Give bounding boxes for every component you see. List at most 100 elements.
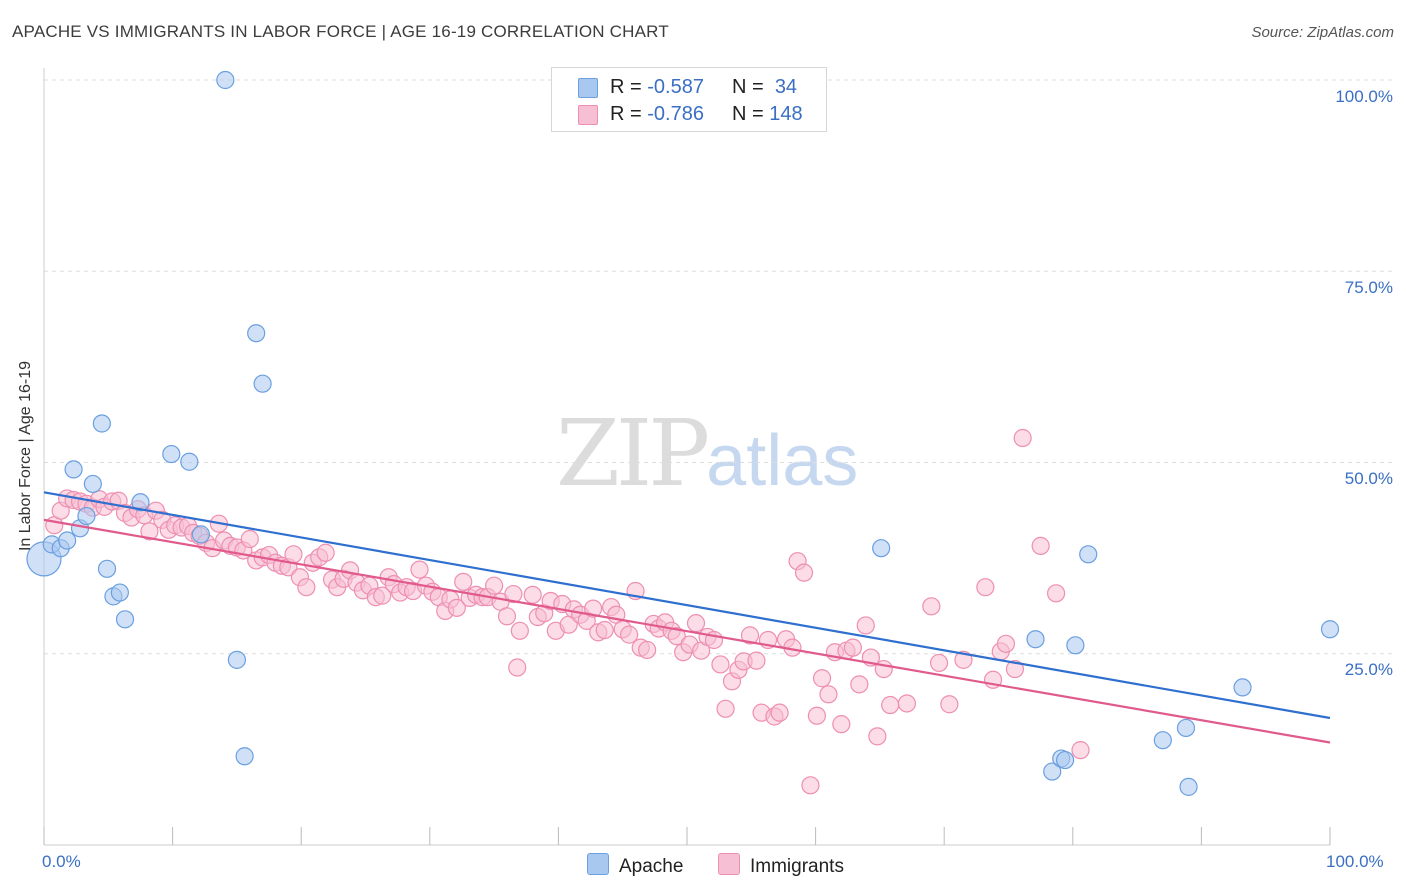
y-tick-label-100: 100.0% xyxy=(1335,87,1393,106)
apache-legend-icon xyxy=(587,853,609,875)
legend-r-apache: R = -0.587 xyxy=(610,76,704,98)
immigrants-trend-line xyxy=(43,518,1331,744)
apache-swatch xyxy=(578,78,598,98)
immigrants-point xyxy=(373,586,392,605)
immigrants-point xyxy=(819,685,838,704)
apache-point xyxy=(64,460,83,479)
apache-point xyxy=(1176,718,1196,738)
immigrants-point xyxy=(843,638,862,657)
immigrants-point xyxy=(832,715,851,734)
immigrants-point xyxy=(1013,428,1032,448)
correlation-legend: R = -0.587 N = 34 R = -0.786 N = 148 xyxy=(551,67,827,132)
immigrants-point xyxy=(976,578,995,597)
apache-point xyxy=(1066,636,1085,655)
immigrants-point xyxy=(510,621,529,640)
apache-point xyxy=(180,452,199,471)
immigrants-point xyxy=(523,585,542,604)
legend-row-immigrants: R = -0.786 N = 148 xyxy=(552,103,826,127)
immigrants-point xyxy=(240,529,259,549)
immigrants-point xyxy=(807,706,826,725)
immigrants-point xyxy=(711,655,730,674)
apache-point xyxy=(872,539,891,558)
immigrants-point xyxy=(485,576,504,595)
immigrants-point xyxy=(996,634,1016,653)
immigrants-point xyxy=(1031,536,1050,555)
apache-point xyxy=(247,324,266,343)
watermark-atlas: atlas xyxy=(706,421,859,501)
immigrants-point xyxy=(316,543,335,562)
immigrants-point xyxy=(881,695,900,715)
immigrants-point xyxy=(620,625,639,644)
immigrants-point xyxy=(584,599,603,618)
immigrants-point xyxy=(801,776,820,795)
immigrants-point xyxy=(929,653,949,673)
immigrants-point xyxy=(794,563,814,582)
immigrants-point xyxy=(447,598,466,617)
immigrants-point xyxy=(140,522,159,541)
watermark-zip: ZIP xyxy=(556,400,710,507)
apache-point xyxy=(110,583,129,602)
apache-point xyxy=(227,650,246,669)
apache-point xyxy=(1320,620,1340,639)
immigrants-point xyxy=(410,560,429,579)
immigrants-point xyxy=(1071,741,1090,760)
apache-point xyxy=(58,531,77,550)
apache-point xyxy=(77,506,96,526)
bottom-legend-immigrants: Immigrants xyxy=(718,853,844,877)
immigrants-point xyxy=(454,572,473,591)
legend-n-apache: N = 34 xyxy=(732,76,798,98)
immigrants-point xyxy=(897,694,917,713)
immigrants-point xyxy=(770,703,789,722)
immigrants-swatch xyxy=(578,105,598,125)
x-tick-label-min: 0.0% xyxy=(42,852,81,871)
immigrants-point xyxy=(716,699,735,718)
immigrants-point xyxy=(638,640,657,660)
apache-point xyxy=(97,559,117,578)
x-tick-label-max: 100.0% xyxy=(1326,852,1384,871)
apache-point xyxy=(253,374,272,393)
y-tick-label-25: 25.0% xyxy=(1344,660,1393,679)
immigrants-point xyxy=(297,578,316,597)
apache-point xyxy=(83,474,102,494)
apache-point xyxy=(216,70,235,90)
immigrants-point xyxy=(667,627,686,646)
apache-point xyxy=(131,493,150,512)
watermark: ZIPatlas xyxy=(556,400,858,507)
immigrants-point xyxy=(497,607,517,626)
immigrants-point xyxy=(284,545,303,564)
apache-point xyxy=(115,610,135,629)
immigrants-point xyxy=(856,616,875,635)
apache-point xyxy=(191,525,210,544)
apache-point xyxy=(162,444,181,464)
immigrants-point xyxy=(868,727,887,746)
chart-title: APACHE VS IMMIGRANTS IN LABOR FORCE | AG… xyxy=(12,22,669,41)
y-tick-label-75: 75.0% xyxy=(1344,278,1393,297)
apache-point xyxy=(1233,678,1252,697)
immigrants-point xyxy=(686,614,706,633)
bottom-legend-apache: Apache xyxy=(587,853,683,877)
apache-point xyxy=(235,747,254,766)
apache-point xyxy=(1079,545,1098,564)
apache-point xyxy=(92,414,111,433)
immigrants-point xyxy=(812,669,832,688)
apache-point xyxy=(1026,630,1045,649)
legend-r-immigrants: R = -0.786 xyxy=(610,103,704,125)
immigrants-legend-icon xyxy=(718,853,740,875)
legend-row-apache: R = -0.587 N = 34 xyxy=(552,76,826,100)
legend-n-immigrants: N = 148 xyxy=(732,103,803,125)
immigrants-point xyxy=(922,597,941,616)
immigrants-point xyxy=(1005,659,1025,679)
y-tick-label-50: 50.0% xyxy=(1344,469,1393,488)
y-axis-label: In Labor Force | Age 16-19 xyxy=(17,360,34,552)
immigrants-point xyxy=(504,584,523,604)
immigrants-point xyxy=(508,658,527,677)
immigrants-point xyxy=(747,651,766,670)
immigrants-point xyxy=(740,626,760,645)
immigrants-point xyxy=(940,695,959,714)
immigrants-point xyxy=(850,675,869,694)
immigrants-point xyxy=(595,620,614,640)
immigrants-point xyxy=(1046,584,1066,603)
apache-point xyxy=(1153,731,1172,750)
apache-point xyxy=(1055,750,1075,770)
